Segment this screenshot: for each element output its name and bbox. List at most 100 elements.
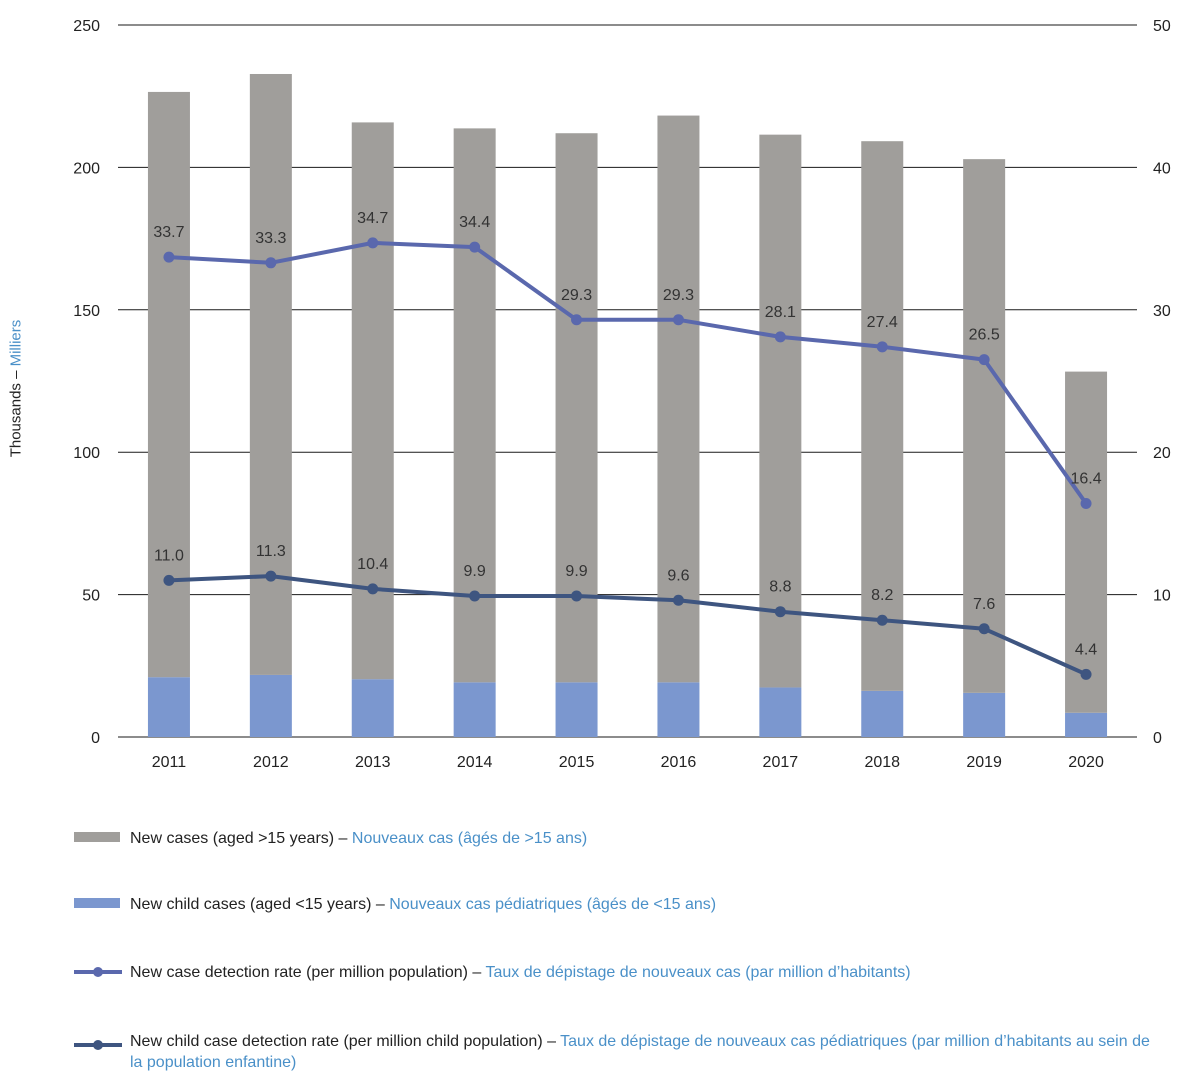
legend-swatch-detection-rate xyxy=(74,967,122,977)
y-axis-title-en: Thousands xyxy=(7,383,25,458)
left-axis-tick-label: 200 xyxy=(73,160,100,177)
x-axis-tick-label: 2017 xyxy=(763,754,799,771)
bar-child-cases xyxy=(453,682,496,737)
point-detection-rate xyxy=(672,314,684,326)
data-label-child-detection-rate: 11.0 xyxy=(154,547,184,564)
point-detection-rate xyxy=(571,314,583,326)
right-axis-tick-label: 10 xyxy=(1153,588,1171,605)
data-label-child-detection-rate: 11.3 xyxy=(256,543,286,560)
x-axis-tick-label: 2015 xyxy=(559,754,595,771)
right-axis-tick-label: 20 xyxy=(1153,445,1171,462)
bar-adult-cases xyxy=(861,141,904,691)
bar-adult-cases xyxy=(147,91,190,678)
point-child-detection-rate xyxy=(469,590,481,602)
point-child-detection-rate xyxy=(1080,668,1092,680)
data-label-detection-rate: 26.5 xyxy=(969,327,1000,344)
legend-sep: – xyxy=(467,964,486,981)
bar-adult-cases xyxy=(249,73,292,675)
bar-child-cases xyxy=(147,677,190,737)
data-label-child-detection-rate: 9.6 xyxy=(667,567,689,584)
chart: 0 50 100 150 200 250 0 10 20 30 40 50 2011 2012 2013 20… xyxy=(73,18,1171,771)
point-detection-rate xyxy=(876,341,888,353)
legend-item-child-detection-rate: New child case detection rate (per milli… xyxy=(74,1031,1154,1073)
bar-child-cases xyxy=(861,690,904,737)
left-axis-tick-label: 150 xyxy=(73,303,100,320)
legend-item-detection-rate: New case detection rate (per million pop… xyxy=(74,962,1154,983)
data-label-child-detection-rate: 8.2 xyxy=(871,587,893,604)
y-axis-title-fr: Milliers xyxy=(7,319,25,367)
data-label-detection-rate: 33.3 xyxy=(255,230,286,247)
data-label-detection-rate: 34.4 xyxy=(459,214,490,231)
bar-child-cases xyxy=(351,679,394,737)
legend-sep: – xyxy=(334,830,352,847)
bar-child-cases xyxy=(249,674,292,737)
data-label-detection-rate: 29.3 xyxy=(561,287,592,304)
right-axis-tick-label: 50 xyxy=(1153,18,1171,35)
legend-swatch-child-detection-rate xyxy=(74,1040,122,1050)
x-axis-tick-label: 2019 xyxy=(966,754,1002,771)
data-label-detection-rate: 34.7 xyxy=(357,210,388,227)
legend-label-fr: Taux de dépistage de nouveaux cas pédiat… xyxy=(130,1033,1150,1071)
point-child-detection-rate xyxy=(163,574,175,586)
left-axis-tick-label: 0 xyxy=(91,730,100,747)
point-detection-rate xyxy=(367,237,379,249)
point-child-detection-rate xyxy=(367,583,379,595)
point-detection-rate xyxy=(265,257,277,269)
left-axis-tick-label: 50 xyxy=(82,588,100,605)
data-label-detection-rate: 27.4 xyxy=(867,314,898,331)
bar-child-cases xyxy=(1065,712,1108,737)
x-axis-tick-label: 2013 xyxy=(355,754,391,771)
x-axis-tick-label: 2020 xyxy=(1068,754,1104,771)
data-label-child-detection-rate: 9.9 xyxy=(565,563,587,580)
legend-label-en: New child case detection rate (per milli… xyxy=(130,1033,543,1050)
point-detection-rate xyxy=(1080,497,1092,509)
bar-adult-cases xyxy=(759,134,802,688)
x-axis-tick-label: 2016 xyxy=(661,754,697,771)
legend-item-adult-cases: New cases (aged >15 years) – Nouveaux ca… xyxy=(74,828,1154,849)
x-axis-tick-label: 2011 xyxy=(152,754,187,771)
data-label-detection-rate: 29.3 xyxy=(663,287,694,304)
legend-label-fr: Nouveaux cas pédiatriques (âgés de <15 a… xyxy=(389,896,717,913)
legend-label-en: New case detection rate (per million pop… xyxy=(130,964,468,981)
legend-label-en: New cases (aged >15 years) xyxy=(130,830,335,847)
data-label-child-detection-rate: 4.4 xyxy=(1075,641,1097,658)
bar-adult-cases xyxy=(963,159,1006,693)
point-child-detection-rate xyxy=(774,606,786,618)
legend-sep: – xyxy=(371,896,390,913)
y-axis-title-sep: – xyxy=(7,366,25,384)
right-axis-tick-label: 40 xyxy=(1153,160,1171,177)
bar-child-cases xyxy=(759,687,802,737)
point-detection-rate xyxy=(469,241,481,253)
left-axis-tick-label: 100 xyxy=(73,445,100,462)
bar-child-cases xyxy=(555,682,598,737)
legend-label-en: New child cases (aged <15 years) xyxy=(130,896,372,913)
point-detection-rate xyxy=(163,251,175,263)
point-detection-rate xyxy=(774,331,786,343)
x-axis-tick-label: 2018 xyxy=(864,754,900,771)
x-axis-tick-label: 2014 xyxy=(457,754,493,771)
point-child-detection-rate xyxy=(672,594,684,606)
right-axis-tick-label: 30 xyxy=(1153,303,1171,320)
legend-label-fr: Taux de dépistage de nouveaux cas (par m… xyxy=(485,964,911,981)
bar-adult-cases xyxy=(351,122,394,680)
legend-item-child-cases: New child cases (aged <15 years) – Nouve… xyxy=(74,894,1154,915)
data-label-child-detection-rate: 9.9 xyxy=(464,563,486,580)
bar-child-cases xyxy=(963,692,1006,737)
right-axis-tick-label: 0 xyxy=(1153,730,1162,747)
bar-adult-cases xyxy=(453,128,496,683)
y-axis-title: Thousands – Milliers xyxy=(6,250,26,530)
point-child-detection-rate xyxy=(876,614,888,626)
legend-swatch-adult-cases xyxy=(74,832,120,842)
bar-child-cases xyxy=(657,682,700,737)
line-child-detection-rate xyxy=(168,574,1087,677)
data-label-child-detection-rate: 8.8 xyxy=(769,579,791,596)
legend-swatch-child-cases xyxy=(74,898,120,908)
bar-adult-cases xyxy=(1065,371,1108,713)
point-child-detection-rate xyxy=(265,570,277,582)
line-detection-rate xyxy=(168,240,1088,505)
data-label-child-detection-rate: 7.6 xyxy=(973,596,995,613)
point-child-detection-rate xyxy=(978,623,990,635)
bar-adult-cases xyxy=(657,115,700,683)
legend-sep: – xyxy=(542,1033,561,1050)
left-axis-tick-label: 250 xyxy=(73,18,100,35)
